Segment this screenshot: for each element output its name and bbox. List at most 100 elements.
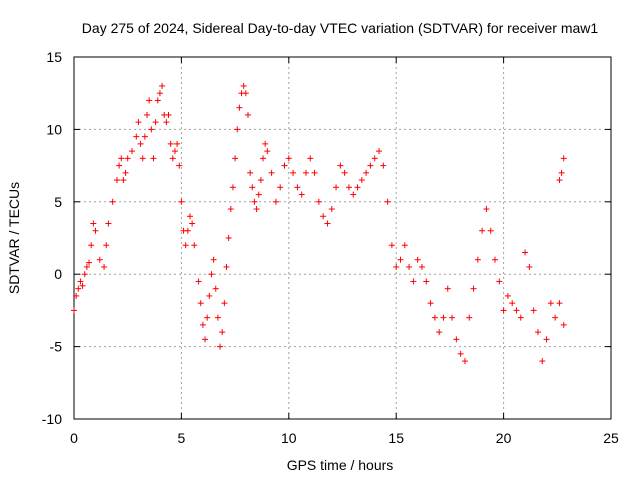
- data-point: [120, 177, 127, 184]
- data-point: [333, 184, 340, 191]
- data-point: [406, 263, 413, 270]
- data-point: [341, 169, 348, 176]
- data-point: [260, 155, 267, 162]
- data-point: [264, 148, 271, 155]
- data-point: [195, 278, 202, 285]
- data-point: [109, 198, 116, 205]
- data-point: [440, 314, 447, 321]
- data-point: [371, 155, 378, 162]
- data-point: [225, 235, 232, 241]
- data-point: [232, 155, 239, 162]
- data-point: [139, 155, 146, 162]
- data-point: [436, 329, 443, 336]
- data-point: [219, 329, 226, 336]
- data-point: [83, 263, 90, 270]
- data-point: [253, 206, 260, 213]
- data-point: [247, 169, 254, 176]
- x-tick-label: 15: [388, 430, 404, 446]
- data-point: [214, 314, 221, 321]
- data-point: [262, 140, 269, 147]
- data-point: [380, 162, 387, 169]
- data-point: [474, 256, 481, 263]
- data-point: [101, 263, 108, 270]
- data-point: [487, 227, 494, 234]
- data-point: [227, 206, 234, 213]
- chart-grid: [74, 57, 611, 419]
- data-point: [324, 220, 331, 227]
- data-point: [221, 300, 228, 307]
- data-point: [449, 314, 456, 321]
- x-tick-label: 5: [178, 430, 186, 446]
- data-point: [363, 169, 370, 176]
- data-point: [302, 169, 309, 176]
- data-point: [500, 307, 507, 314]
- data-point: [358, 177, 365, 184]
- data-points: [71, 82, 567, 365]
- data-point: [240, 82, 247, 89]
- data-point: [556, 300, 563, 307]
- data-point: [202, 336, 209, 343]
- data-point: [479, 227, 486, 234]
- data-point: [427, 300, 434, 307]
- data-point: [90, 220, 97, 227]
- data-point: [184, 227, 191, 234]
- data-point: [320, 213, 327, 220]
- data-point: [272, 198, 279, 205]
- data-point: [414, 256, 421, 263]
- data-point: [257, 177, 264, 184]
- data-point: [189, 220, 196, 227]
- data-point: [146, 97, 153, 104]
- data-point: [199, 321, 206, 328]
- data-point: [539, 358, 546, 365]
- data-point: [73, 292, 80, 299]
- data-point: [492, 256, 499, 263]
- data-point: [152, 119, 159, 126]
- data-point: [388, 242, 395, 249]
- data-point: [186, 213, 193, 220]
- data-point: [345, 184, 352, 191]
- y-tick-label: 15: [46, 49, 62, 65]
- data-point: [393, 263, 400, 270]
- data-point: [530, 307, 537, 314]
- data-point: [178, 198, 185, 205]
- data-point: [534, 329, 541, 336]
- data-point: [470, 285, 477, 292]
- data-point: [79, 282, 86, 289]
- data-point: [457, 350, 464, 357]
- x-axis-label: GPS time / hours: [287, 457, 394, 473]
- data-point: [558, 169, 565, 176]
- data-point: [148, 126, 155, 133]
- data-point: [560, 321, 567, 328]
- data-point: [244, 111, 251, 118]
- data-point: [105, 220, 112, 227]
- data-point: [204, 314, 211, 321]
- data-point: [517, 314, 524, 321]
- x-tick-labels: 0 5 10 15 20 25: [70, 430, 619, 446]
- data-point: [290, 169, 297, 176]
- data-point: [165, 111, 172, 118]
- data-point: [174, 140, 181, 147]
- data-point: [234, 126, 241, 133]
- data-point: [163, 119, 170, 126]
- data-point: [77, 278, 84, 285]
- data-point: [251, 198, 258, 205]
- data-point: [206, 292, 213, 299]
- data-point: [169, 155, 176, 162]
- data-point: [431, 314, 438, 321]
- data-point: [159, 82, 166, 89]
- data-point: [504, 292, 511, 299]
- y-tick-label: 0: [54, 266, 62, 282]
- data-point: [236, 104, 243, 111]
- data-point: [461, 358, 468, 365]
- data-point: [277, 184, 284, 191]
- data-point: [92, 227, 99, 234]
- data-point: [249, 184, 256, 191]
- data-point: [354, 184, 361, 191]
- data-point: [543, 336, 550, 343]
- data-point: [128, 148, 135, 155]
- data-point: [150, 155, 157, 162]
- data-point: [86, 259, 93, 266]
- data-point: [423, 278, 430, 285]
- data-point: [81, 271, 88, 278]
- data-point: [328, 206, 335, 213]
